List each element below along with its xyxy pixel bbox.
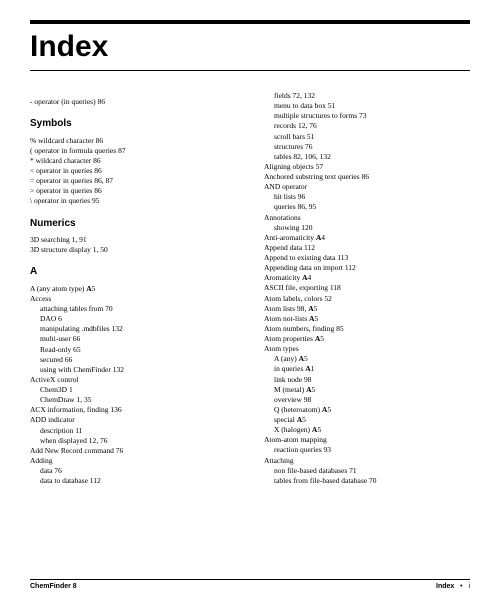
index-entry: DAO 6 xyxy=(30,314,236,324)
index-entry: data to database 112 xyxy=(30,476,236,486)
index-entry: A (any) A5 xyxy=(264,354,470,364)
index-entry: description 11 xyxy=(30,426,236,436)
index-entry: queries 86, 95 xyxy=(264,202,470,212)
index-entry: Add New Record command 76 xyxy=(30,446,236,456)
title-rule xyxy=(30,70,470,71)
index-entry: Anti-aromaticity A4 xyxy=(264,233,470,243)
index-entry: Read-only 65 xyxy=(30,345,236,355)
index-entry: < operator in queries 86 xyxy=(30,166,236,176)
index-entry: fields 72, 132 xyxy=(264,91,470,101)
index-entry: A (any atom type) A5 xyxy=(30,284,236,294)
index-entry: multi-user 66 xyxy=(30,334,236,344)
index-entry: Chem3D 1 xyxy=(30,385,236,395)
index-heading: Numerics xyxy=(30,217,236,231)
index-entry: % wildcard character 86 xyxy=(30,136,236,146)
index-entry: tables from file-based database 70 xyxy=(264,476,470,486)
index-entry: Atom lists 98, A5 xyxy=(264,304,470,314)
index-entry: Atom properties A5 xyxy=(264,334,470,344)
index-entry: Atom types xyxy=(264,344,470,354)
index-entry: Atom labels, colors 52 xyxy=(264,294,470,304)
footer-product: ChemFinder 8 xyxy=(30,583,77,590)
index-entry: manipulating .mdbfiles 132 xyxy=(30,324,236,334)
index-entry: Appending data on import 112 xyxy=(264,263,470,273)
index-entry: Aligning objects 57 xyxy=(264,162,470,172)
index-entry: 3D structure display 1, 50 xyxy=(30,245,236,255)
index-entry: when displayed 12, 76 xyxy=(30,436,236,446)
index-entry: X (halogen) A5 xyxy=(264,425,470,435)
index-entry: > operator in queries 86 xyxy=(30,186,236,196)
index-entry: Anchored substring text queries 86 xyxy=(264,172,470,182)
index-entry: structures 76 xyxy=(264,142,470,152)
index-entry: ADD indicator xyxy=(30,415,236,425)
index-entry: Append data 112 xyxy=(264,243,470,253)
index-entry: = operator in queries 86, 87 xyxy=(30,176,236,186)
index-entry: ( operator in formula queries 87 xyxy=(30,146,236,156)
index-entry: - operator (in queries) 86 xyxy=(30,97,236,107)
index-entry: Access xyxy=(30,294,236,304)
index-entry: ActiveX control xyxy=(30,375,236,385)
index-entry: ChemDraw 1, 35 xyxy=(30,395,236,405)
index-entry: Aromaticity A4 xyxy=(264,273,470,283)
index-entry: Atom-atom mapping xyxy=(264,435,470,445)
index-entry: records 12, 76 xyxy=(264,121,470,131)
index-columns: - operator (in queries) 86 Symbols % wildc… xyxy=(30,91,470,486)
index-entry: Attaching xyxy=(264,456,470,466)
index-entry: special A5 xyxy=(264,415,470,425)
index-entry: 3D searching 1, 91 xyxy=(30,235,236,245)
index-entry: hit lists 96 xyxy=(264,192,470,202)
index-entry: Atom not-lists A5 xyxy=(264,314,470,324)
index-entry: * wildcard character 86 xyxy=(30,156,236,166)
index-entry: Q (heteroatom) A5 xyxy=(264,405,470,415)
index-entry: tables 82, 106, 132 xyxy=(264,152,470,162)
index-entry: in queries A1 xyxy=(264,364,470,374)
index-heading: Symbols xyxy=(30,117,236,131)
page-title: Index xyxy=(30,30,470,64)
index-entry: Annotations xyxy=(264,213,470,223)
index-entry: showing 120 xyxy=(264,223,470,233)
index-entry: M (metal) A5 xyxy=(264,385,470,395)
top-rule xyxy=(30,20,470,24)
index-entry: reaction queries 93 xyxy=(264,445,470,455)
index-entry: link node 98 xyxy=(264,375,470,385)
index-entry: AND operator xyxy=(264,182,470,192)
index-entry: using with ChemFinder 132 xyxy=(30,365,236,375)
index-entry: attaching tables from 70 xyxy=(30,304,236,314)
footer-page: Index • i xyxy=(436,583,470,590)
index-entry: menu to data box 51 xyxy=(264,101,470,111)
index-entry: \ operator in queries 95 xyxy=(30,196,236,206)
index-entry: Append to existing data 113 xyxy=(264,253,470,263)
footer: ChemFinder 8 Index • i xyxy=(30,579,470,590)
index-entry: overview 98 xyxy=(264,395,470,405)
index-entry: ACX information, finding 136 xyxy=(30,405,236,415)
index-entry: multiple structures to forms 73 xyxy=(264,111,470,121)
index-entry: ASCII file, exporting 118 xyxy=(264,283,470,293)
index-entry: scroll bars 51 xyxy=(264,132,470,142)
index-entry: non file-based databases 71 xyxy=(264,466,470,476)
index-entry: data 76 xyxy=(30,466,236,476)
index-entry: Atom numbers, finding 85 xyxy=(264,324,470,334)
index-entry: secured 66 xyxy=(30,355,236,365)
index-entry: Adding xyxy=(30,456,236,466)
index-heading: A xyxy=(30,265,236,279)
